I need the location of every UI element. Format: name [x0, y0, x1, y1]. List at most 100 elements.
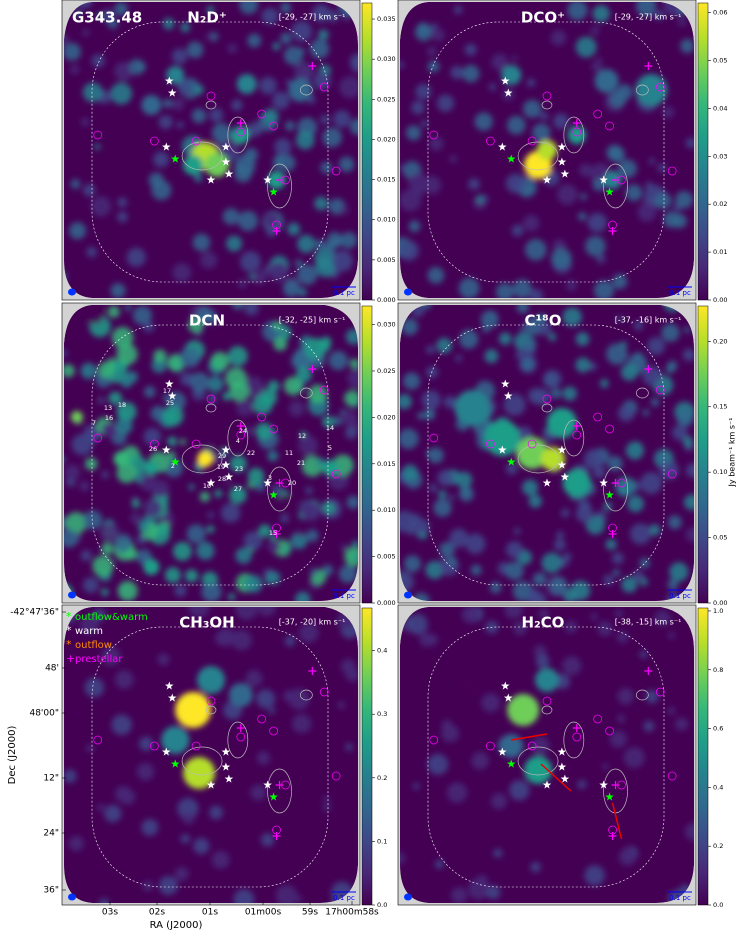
emission-blob — [400, 393, 412, 410]
contour — [541, 403, 553, 413]
emission-blob — [161, 726, 190, 754]
map — [64, 607, 358, 903]
emission-blob — [669, 562, 689, 582]
emission-blob — [172, 541, 192, 561]
star-marker — [507, 154, 516, 163]
emission-blob — [425, 560, 444, 580]
emission-blob — [317, 29, 329, 41]
emission-blob — [82, 577, 99, 593]
prestellar-marker — [272, 227, 281, 235]
emission-blob — [144, 386, 156, 398]
emission-blob — [339, 76, 358, 99]
colorbar-tick-label: 0.2 — [377, 774, 387, 782]
emission-blob — [504, 607, 523, 619]
emission-blob — [328, 350, 348, 371]
emission-blob — [182, 91, 189, 98]
star-marker — [263, 780, 272, 789]
emission-blob — [303, 374, 310, 381]
colorbar-tick-label: 0.02 — [713, 200, 727, 208]
emission-blob — [100, 523, 120, 543]
panel: 0.1 pc DCO⁺ [-29, -27] km s⁻¹ 0.00 0.01 0.02 0… — [397, 0, 727, 304]
colorbar-tick-label: 0.015 — [377, 176, 396, 184]
contour — [181, 444, 223, 474]
prestellar-contour — [593, 109, 603, 119]
emission-blob — [455, 354, 462, 362]
colorbar-label: Jy beam⁻¹ km s⁻¹ — [728, 418, 737, 488]
emission-blob — [522, 99, 542, 119]
emission-blob — [592, 4, 610, 23]
star-marker — [560, 472, 570, 481]
emission-blob — [227, 346, 248, 367]
y-tick-label: 48'00" — [29, 709, 59, 719]
emission-blob — [419, 632, 434, 647]
emission-blob — [257, 607, 277, 616]
emission-blob — [617, 404, 635, 422]
emission-blob — [191, 108, 207, 124]
emission-blob — [284, 120, 295, 131]
emission-blob — [250, 784, 267, 801]
emission-blob — [543, 427, 550, 435]
emission-blob — [143, 498, 162, 517]
emission-blob — [537, 140, 557, 160]
emission-blob — [682, 348, 694, 362]
emission-blob — [426, 366, 439, 379]
star-marker — [165, 681, 174, 690]
emission-blob — [313, 72, 331, 90]
emission-blob — [324, 240, 336, 253]
emission-blob — [562, 386, 577, 401]
emission-blob — [227, 43, 237, 54]
emission-blob — [247, 467, 265, 485]
emission-blob — [84, 457, 98, 471]
emission-blob — [283, 376, 303, 396]
map-floor — [64, 607, 358, 903]
colorbar-tick-label: 0.030 — [377, 321, 396, 329]
emission-blob — [521, 358, 534, 371]
contour — [636, 84, 649, 96]
emission-blob — [309, 39, 330, 59]
emission-blob — [585, 515, 605, 535]
star-marker — [206, 175, 216, 184]
prestellar-marker — [308, 667, 317, 675]
emission-blob — [298, 288, 307, 297]
emission-blob — [247, 121, 263, 137]
prestellar-contour — [429, 433, 439, 443]
emission-blob — [84, 305, 105, 324]
emission-blob — [505, 561, 524, 581]
emission-blob — [615, 476, 636, 497]
emission-blob — [108, 391, 123, 406]
colorbar-tick-label: 0.010 — [377, 216, 396, 224]
star-marker — [221, 460, 231, 469]
emission-blob — [188, 484, 195, 491]
y-tick-label: 36" — [43, 886, 59, 896]
emission-blob — [142, 880, 154, 892]
x-tick-label: 17h00m58s — [325, 908, 379, 918]
map — [400, 2, 694, 298]
emission-blob — [490, 793, 507, 810]
emission-blob — [262, 108, 279, 125]
emission-blob — [635, 2, 657, 17]
emission-blob — [167, 451, 176, 460]
emission-blob — [401, 318, 419, 336]
source-id: 24 — [239, 427, 247, 435]
emission-blob — [141, 95, 162, 115]
emission-blob — [609, 90, 627, 108]
colorbar-tick-label: 0.1 — [377, 837, 387, 845]
prestellar-contour — [486, 741, 495, 751]
emission-blob — [137, 521, 149, 532]
emission-blob — [294, 591, 311, 601]
emission-blob — [176, 121, 184, 129]
emission-blob — [561, 508, 570, 518]
emission-blob — [567, 2, 588, 21]
emission-blob — [189, 372, 210, 392]
emission-blob — [268, 262, 289, 283]
emission-blob — [322, 415, 335, 428]
emission-blob — [298, 435, 318, 456]
contour — [300, 689, 313, 701]
emission-blob — [590, 613, 598, 621]
panel-title: CH₃OH — [179, 614, 234, 632]
emission-blob — [650, 398, 660, 407]
emission-blob — [192, 233, 211, 252]
emission-blob — [411, 100, 425, 115]
prestellar-marker — [572, 422, 581, 430]
legend-symbol: + — [66, 652, 75, 665]
